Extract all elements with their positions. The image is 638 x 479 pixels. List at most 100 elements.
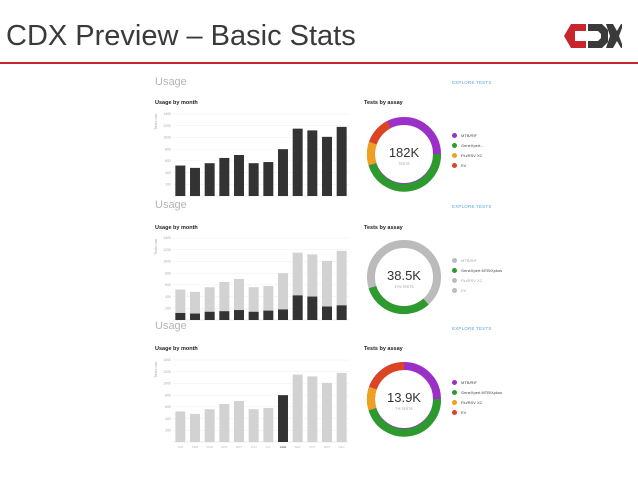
legend-item[interactable]: GeneXpert...: [452, 140, 522, 150]
legend-item[interactable]: Flu/RSV XC: [452, 275, 522, 285]
donut-total: 13.9K: [387, 390, 421, 405]
legend-label: Flu/RSV XC: [461, 277, 483, 283]
bar: [204, 287, 215, 320]
legend-label: Flu/RSV XC: [461, 152, 483, 158]
legend-dot-icon: [452, 257, 457, 263]
chart-title: Usage by month: [155, 100, 198, 106]
legend-item[interactable]: GeneXpert MTB/Xpkus: [452, 387, 522, 397]
title-divider: [0, 62, 638, 64]
explore-tests-link[interactable]: EXPLORE TESTS: [452, 204, 492, 209]
explore-tests-link[interactable]: EXPLORE TESTS: [452, 80, 492, 85]
legend-dot-icon: [452, 399, 457, 405]
explore-tests-link[interactable]: EXPLORE TESTS: [452, 326, 492, 331]
donut-total-label: 37% TESTS: [394, 285, 414, 289]
bar: [322, 136, 332, 196]
legend-dot-icon: [452, 409, 457, 415]
bar: [292, 252, 303, 320]
donut-title: Tests by assay: [364, 346, 403, 352]
usage-bar-chart: 1400 1200 1000 800 600 400 200 JAN FEB MAR APR MAY J…: [163, 358, 349, 449]
bar-segment: [336, 305, 347, 320]
legend-dot-icon: [452, 389, 457, 395]
legend-label: EV: [461, 409, 467, 415]
assay-donut-chart: 182K TESTS: [366, 117, 442, 192]
bar: [322, 260, 332, 320]
y-tick-label: 1400: [163, 236, 171, 240]
bar-segment: [307, 296, 318, 320]
donut-total: 38.5K: [387, 268, 421, 283]
bar: [292, 374, 303, 442]
y-tick-label: 800: [165, 147, 171, 151]
y-tick-label: 1000: [163, 136, 171, 140]
bar: [278, 395, 288, 442]
bar: [190, 291, 200, 320]
y-tick-label: 1400: [163, 358, 171, 362]
bar: [204, 163, 215, 196]
x-tick-label: APR: [221, 445, 228, 449]
bar-segment: [292, 295, 303, 320]
y-tick-label: 200: [165, 428, 171, 432]
y-tick-label: 1000: [163, 260, 171, 264]
bar: [336, 126, 347, 196]
bar-segment: [322, 306, 332, 320]
bar-segment: [219, 311, 230, 320]
y-tick-label: 1200: [163, 124, 171, 128]
y-tick-label: 800: [165, 393, 171, 397]
legend-item[interactable]: GeneXpert MTB/Xpkus: [452, 265, 522, 275]
bar: [292, 128, 303, 196]
legend-label: EV: [461, 162, 467, 168]
legend-item[interactable]: MTB/RIF: [452, 377, 522, 387]
legend-item[interactable]: Flu/RSV XC: [452, 150, 522, 160]
donut-title: Tests by assay: [364, 225, 403, 231]
x-tick-label: NOV: [324, 445, 331, 449]
x-tick-label: DEC: [338, 445, 345, 449]
bar: [219, 403, 230, 442]
bar: [248, 287, 259, 320]
legend-label: GeneXpert MTB/Xpkus: [461, 267, 503, 273]
bar: [307, 130, 318, 196]
x-tick-label: AUG: [280, 445, 287, 449]
legend-label: MTB/RIF: [461, 379, 477, 385]
assay-legend: MTB/RIF GeneXpert MTB/Xpkus Flu/RSV XC E…: [452, 255, 522, 295]
bar: [278, 149, 288, 196]
legend-item[interactable]: EV: [452, 160, 522, 170]
bar: [234, 401, 244, 442]
donut-total-label: 7% TESTS: [395, 407, 413, 411]
bar: [175, 411, 186, 442]
donut-title: Tests by assay: [364, 100, 403, 106]
y-tick-label: 1200: [163, 248, 171, 252]
bar: [204, 409, 215, 442]
bar-segment: [204, 311, 215, 320]
x-tick-label: SEP: [295, 445, 301, 449]
bar: [190, 167, 200, 196]
bar: [263, 286, 274, 320]
bar: [175, 289, 186, 320]
assay-legend: MTB/RIF GeneXpert... Flu/RSV XC EV: [452, 130, 522, 170]
cdx-logo: [564, 24, 622, 48]
bar: [263, 162, 274, 196]
bar: [234, 279, 244, 320]
legend-label: Flu/RSV XC: [461, 399, 483, 405]
section-title: Usage: [155, 199, 187, 211]
legend-dot-icon: [452, 132, 457, 138]
section-title: Usage: [155, 76, 187, 88]
legend-item[interactable]: EV: [452, 285, 522, 295]
y-tick-label: 600: [165, 159, 171, 163]
legend-item[interactable]: EV: [452, 407, 522, 417]
legend-label: EV: [461, 287, 467, 293]
assay-donut-chart: 38.5K 37% TESTS: [367, 240, 441, 315]
legend-item[interactable]: Flu/RSV XC: [452, 397, 522, 407]
bar: [307, 254, 318, 320]
legend-item[interactable]: MTB/RIF: [452, 130, 522, 140]
bar-segment: [248, 311, 259, 320]
legend-label: GeneXpert MTB/Xpkus: [461, 389, 503, 395]
legend-dot-icon: [452, 152, 457, 158]
bar: [234, 155, 244, 196]
donut-total-label: TESTS: [398, 162, 410, 166]
legend-label: GeneXpert...: [461, 142, 484, 148]
slide-title: CDX Preview – Basic Stats: [6, 20, 356, 52]
legend-dot-icon: [452, 267, 457, 273]
legend-item[interactable]: MTB/RIF: [452, 255, 522, 265]
bar: [248, 409, 259, 442]
bar-segment: [263, 310, 274, 320]
bar-segment: [190, 313, 200, 320]
